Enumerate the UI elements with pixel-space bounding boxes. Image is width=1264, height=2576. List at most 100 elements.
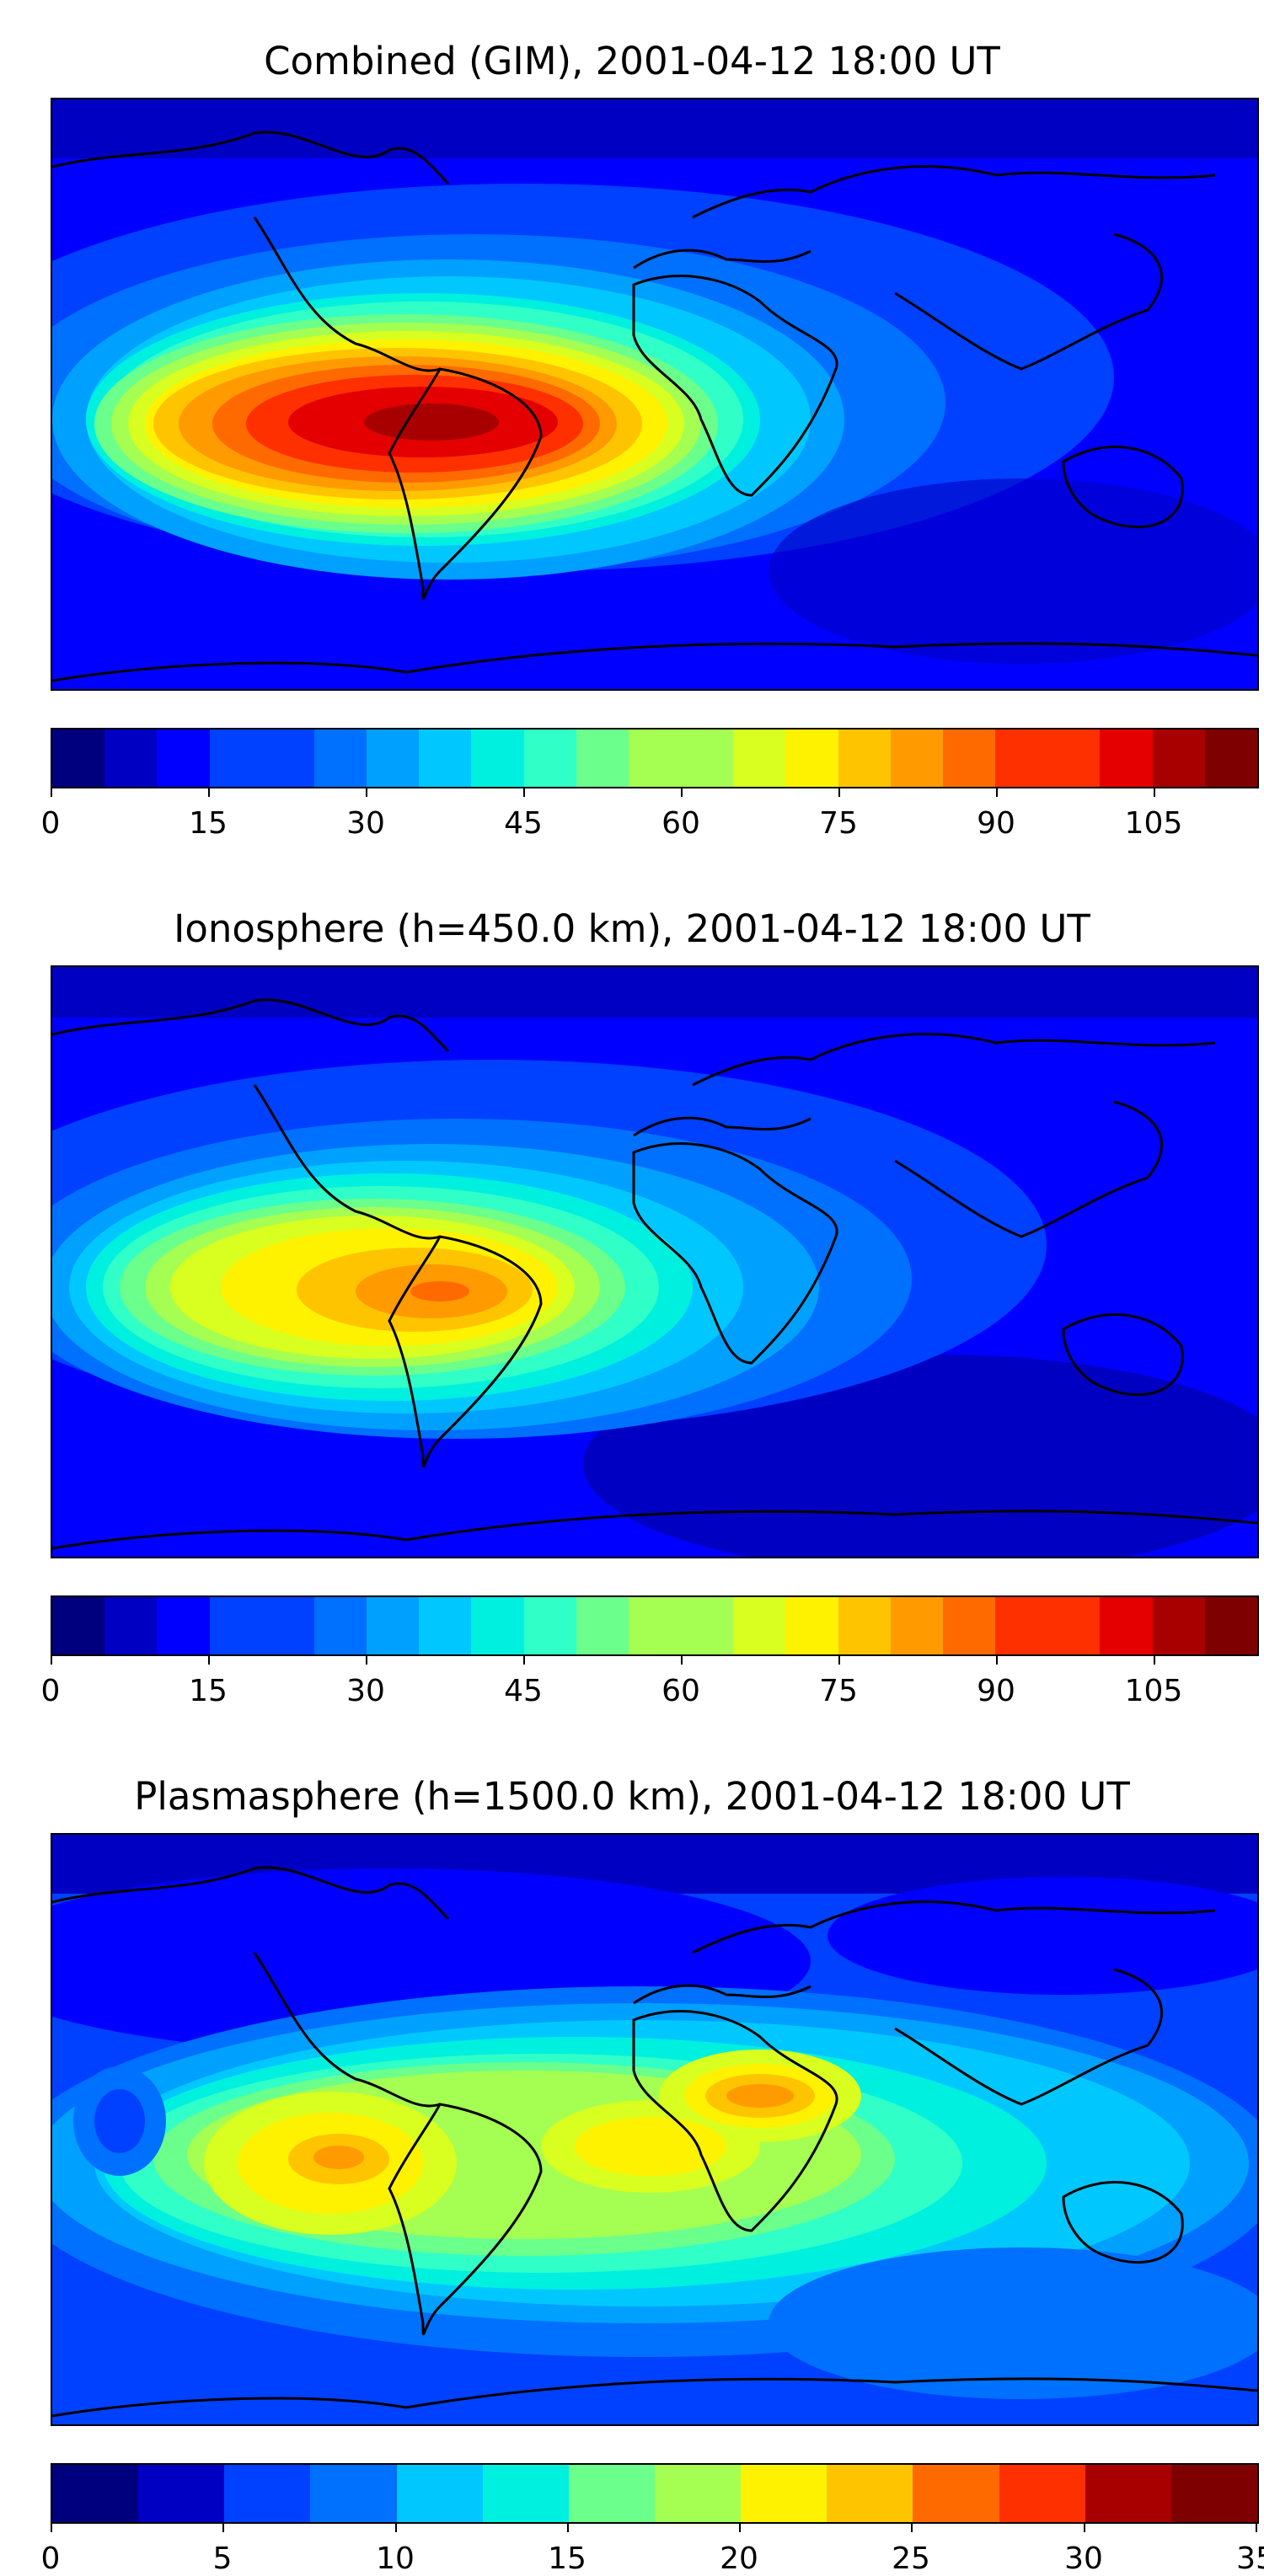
colorbar-level-10 xyxy=(913,2465,1000,2522)
colorbar-level-6 xyxy=(569,2465,656,2522)
tick-label: 30 xyxy=(346,806,385,841)
tick-label: 75 xyxy=(819,806,858,841)
colorbar-level-0 xyxy=(52,730,105,787)
colorbar-level-1 xyxy=(104,730,158,787)
colorbar-level-20 xyxy=(1100,730,1154,787)
colorbar-gradient xyxy=(52,1597,1257,1654)
colorbar-level-12 xyxy=(681,1597,734,1654)
colorbar-level-9 xyxy=(827,2465,913,2522)
tick-label: 60 xyxy=(661,806,700,841)
colorbar-level-6 xyxy=(367,1597,420,1654)
colorbar-level-13 xyxy=(1171,2465,1257,2522)
colorbar-level-9 xyxy=(524,730,577,787)
colorbar-level-3 xyxy=(210,730,263,787)
tick-label: 15 xyxy=(189,1674,228,1708)
colorbar-level-9 xyxy=(524,1597,577,1654)
colorbar-level-22 xyxy=(1205,1597,1257,1654)
colorbar-level-12 xyxy=(681,730,734,787)
colorbar-level-8 xyxy=(471,1597,525,1654)
colorbar-level-11 xyxy=(629,1597,682,1654)
tick-label: 90 xyxy=(977,1674,1015,1708)
colorbar-level-19 xyxy=(1047,1597,1101,1654)
colorbar-level-17 xyxy=(943,730,996,787)
tick-label: 0 xyxy=(40,2541,61,2576)
colorbar-level-5 xyxy=(314,730,367,787)
tick-label: 45 xyxy=(504,806,543,841)
colorbar-level-3 xyxy=(210,1597,263,1654)
map-combined-gim xyxy=(51,98,1259,691)
colorbar-level-16 xyxy=(891,1597,944,1654)
tec-field-plasmasphere xyxy=(52,1835,1257,2424)
colorbar-level-2 xyxy=(224,2465,311,2522)
colorbar-level-2 xyxy=(157,1597,211,1654)
tick-label: 75 xyxy=(819,1674,858,1708)
colorbar-level-20 xyxy=(1100,1597,1154,1654)
colorbar-level-0 xyxy=(52,1597,105,1654)
map-title-combined: Combined (GIM), 2001-04-12 18:00 UT xyxy=(264,39,1000,83)
colorbar-level-6 xyxy=(367,730,420,787)
colorbar-level-10 xyxy=(576,730,629,787)
colorbar-ticks-ionosphere: 0 15 30 45 60 75 90 105 xyxy=(41,1654,1259,1708)
colorbar-level-7 xyxy=(419,730,472,787)
colorbar-level-13 xyxy=(733,1597,786,1654)
colorbar-level-16 xyxy=(891,730,944,787)
tick-label: 35 xyxy=(1236,2541,1264,2576)
colorbar-gradient xyxy=(52,730,1257,787)
tick-label: 20 xyxy=(720,2541,758,2576)
coastlines xyxy=(52,1866,1257,2418)
colorbar-gradient xyxy=(52,2465,1257,2522)
colorbar-level-15 xyxy=(838,1597,892,1654)
tick-label: 105 xyxy=(1124,1674,1183,1708)
colorbar-level-12 xyxy=(1085,2465,1172,2522)
colorbar-level-0 xyxy=(52,2465,139,2522)
colorbar-level-19 xyxy=(1047,730,1101,787)
colorbar-level-4 xyxy=(397,2465,484,2522)
tick-label: 45 xyxy=(504,1674,543,1708)
colorbar-ionosphere xyxy=(51,1595,1259,1656)
colorbar-level-22 xyxy=(1205,730,1257,787)
tec-field-combined xyxy=(52,99,1257,689)
colorbar-level-11 xyxy=(999,2465,1086,2522)
colorbar-level-4 xyxy=(262,730,315,787)
colorbar-level-7 xyxy=(655,2465,742,2522)
tick-label: 25 xyxy=(892,2541,930,2576)
colorbar-level-11 xyxy=(629,730,682,787)
colorbar-level-18 xyxy=(995,730,1048,787)
colorbar-level-2 xyxy=(157,730,211,787)
colorbar-level-4 xyxy=(262,1597,315,1654)
colorbar-level-13 xyxy=(733,730,786,787)
colorbar-level-15 xyxy=(838,730,892,787)
colorbar-plasmasphere xyxy=(51,2463,1259,2524)
tick-label: 15 xyxy=(548,2541,586,2576)
colorbar-ticks-plasmasphere: 0 5 10 15 20 25 30 35 xyxy=(41,2522,1264,2576)
tick-label: 30 xyxy=(346,1674,385,1708)
colorbar-level-1 xyxy=(138,2465,225,2522)
colorbar-level-18 xyxy=(995,1597,1048,1654)
tec-field-ionosphere xyxy=(52,967,1257,1557)
tick-label: 105 xyxy=(1124,806,1183,841)
map-title-ionosphere: Ionosphere (h=450.0 km), 2001-04-12 18:0… xyxy=(174,906,1090,951)
coastlines xyxy=(52,998,1257,1550)
tick-label: 30 xyxy=(1064,2541,1103,2576)
colorbar-level-17 xyxy=(943,1597,996,1654)
tick-label: 10 xyxy=(376,2541,415,2576)
map-plasmasphere xyxy=(51,1833,1259,2426)
coastlines xyxy=(52,131,1257,682)
tick-label: 15 xyxy=(189,806,228,841)
colorbar-combined xyxy=(51,728,1259,788)
map-ionosphere xyxy=(51,965,1259,1558)
tick-label: 5 xyxy=(212,2541,233,2576)
tick-label: 0 xyxy=(40,1674,61,1708)
colorbar-level-14 xyxy=(785,1597,839,1654)
colorbar-level-5 xyxy=(314,1597,367,1654)
colorbar-level-8 xyxy=(741,2465,827,2522)
tick-label: 90 xyxy=(977,806,1015,841)
colorbar-level-21 xyxy=(1153,730,1206,787)
colorbar-level-1 xyxy=(104,1597,158,1654)
colorbar-level-5 xyxy=(483,2465,570,2522)
colorbar-ticks-combined: 0 15 30 45 60 75 90 105 xyxy=(41,787,1259,841)
colorbar-level-14 xyxy=(785,730,839,787)
colorbar-level-21 xyxy=(1153,1597,1206,1654)
colorbar-level-3 xyxy=(310,2465,398,2522)
colorbar-level-10 xyxy=(576,1597,629,1654)
